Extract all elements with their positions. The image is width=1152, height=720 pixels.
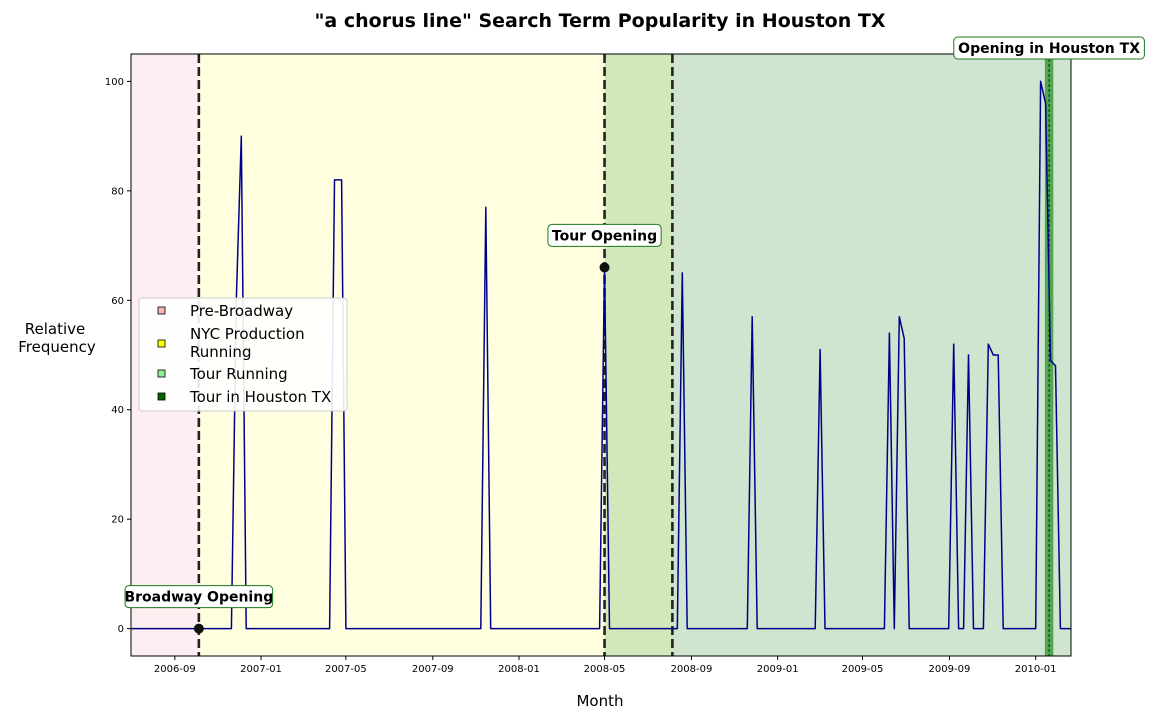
x-tick-label: 2007-01 bbox=[240, 664, 282, 675]
y-tick-label: 0 bbox=[118, 624, 124, 635]
legend-label-nyc-line-1: Running bbox=[190, 343, 251, 361]
annotation-marker-0 bbox=[193, 623, 204, 634]
legend-label-nyc-production: NYC Production Running bbox=[190, 325, 305, 361]
x-tick-label: 2009-01 bbox=[757, 664, 799, 675]
x-tick-label: 2009-09 bbox=[929, 664, 971, 675]
legend-label-tour-running: Tour Running bbox=[189, 365, 288, 383]
y-axis-label-line-2: Frequency bbox=[18, 338, 96, 356]
annotation-box bbox=[953, 36, 1145, 60]
phase-overlap-region bbox=[604, 54, 673, 656]
y-axis-label-line-1: Relative bbox=[25, 320, 86, 338]
legend-swatch-tour-houston bbox=[157, 392, 166, 401]
legend-frame bbox=[138, 297, 348, 412]
annotations: Broadway Opening Tour Opening Opening in H… bbox=[124, 36, 1145, 634]
x-axis-label: Month bbox=[576, 692, 623, 710]
x-tick-label: 2008-05 bbox=[584, 664, 626, 675]
y-tick-label: 60 bbox=[111, 296, 124, 307]
chart-title: "a chorus line" Search Term Popularity i… bbox=[315, 10, 886, 32]
x-tick-label: 2008-09 bbox=[671, 664, 713, 675]
legend: Pre-Broadway NYC Production Running Tour … bbox=[138, 297, 348, 412]
legend-swatch-tour-running bbox=[157, 369, 166, 378]
plot-frame bbox=[130, 53, 1072, 657]
annotation-2: Opening in Houston TX bbox=[953, 36, 1145, 60]
x-tick-label: 2006-09 bbox=[154, 664, 196, 675]
legend-label-pre-broadway: Pre-Broadway bbox=[190, 302, 293, 320]
annotation-label: Broadway Opening bbox=[124, 590, 273, 606]
phase-region-2 bbox=[604, 54, 1071, 656]
legend-swatch-pre-broadway bbox=[157, 306, 166, 315]
x-tick-label: 2007-05 bbox=[325, 664, 367, 675]
legend-label-tour-houston: Tour in Houston TX bbox=[189, 388, 331, 406]
x-tick-label: 2007-09 bbox=[412, 664, 454, 675]
annotation-marker-1 bbox=[599, 262, 610, 273]
y-tick-label: 100 bbox=[105, 77, 124, 88]
series-layer bbox=[131, 80, 1071, 630]
annotation-1: Tour Opening bbox=[547, 223, 662, 247]
annotation-label: Tour Opening bbox=[552, 228, 657, 244]
y-tick-label: 20 bbox=[111, 515, 124, 526]
series-line-0 bbox=[131, 80, 1071, 630]
annotation-box bbox=[124, 585, 274, 609]
y-tick-label: 80 bbox=[111, 186, 124, 197]
x-tick-label: 2009-05 bbox=[842, 664, 884, 675]
y-tick-label: 40 bbox=[111, 405, 124, 416]
x-axis: 2006-09 2007-01 2007-05 2007-09 2008-01 2008-… bbox=[154, 656, 1057, 675]
annotation-label: Opening in Houston TX bbox=[958, 41, 1140, 57]
legend-label-nyc-line-0: NYC Production bbox=[190, 325, 305, 343]
x-tick-label: 2010-01 bbox=[1015, 664, 1057, 675]
y-axis: 0 20 40 60 80 100 bbox=[105, 77, 131, 635]
annotation-0: Broadway Opening bbox=[124, 585, 274, 609]
x-tick-label: 2008-01 bbox=[498, 664, 540, 675]
annotation-box bbox=[547, 223, 662, 247]
legend-swatch-nyc-production bbox=[157, 339, 166, 348]
